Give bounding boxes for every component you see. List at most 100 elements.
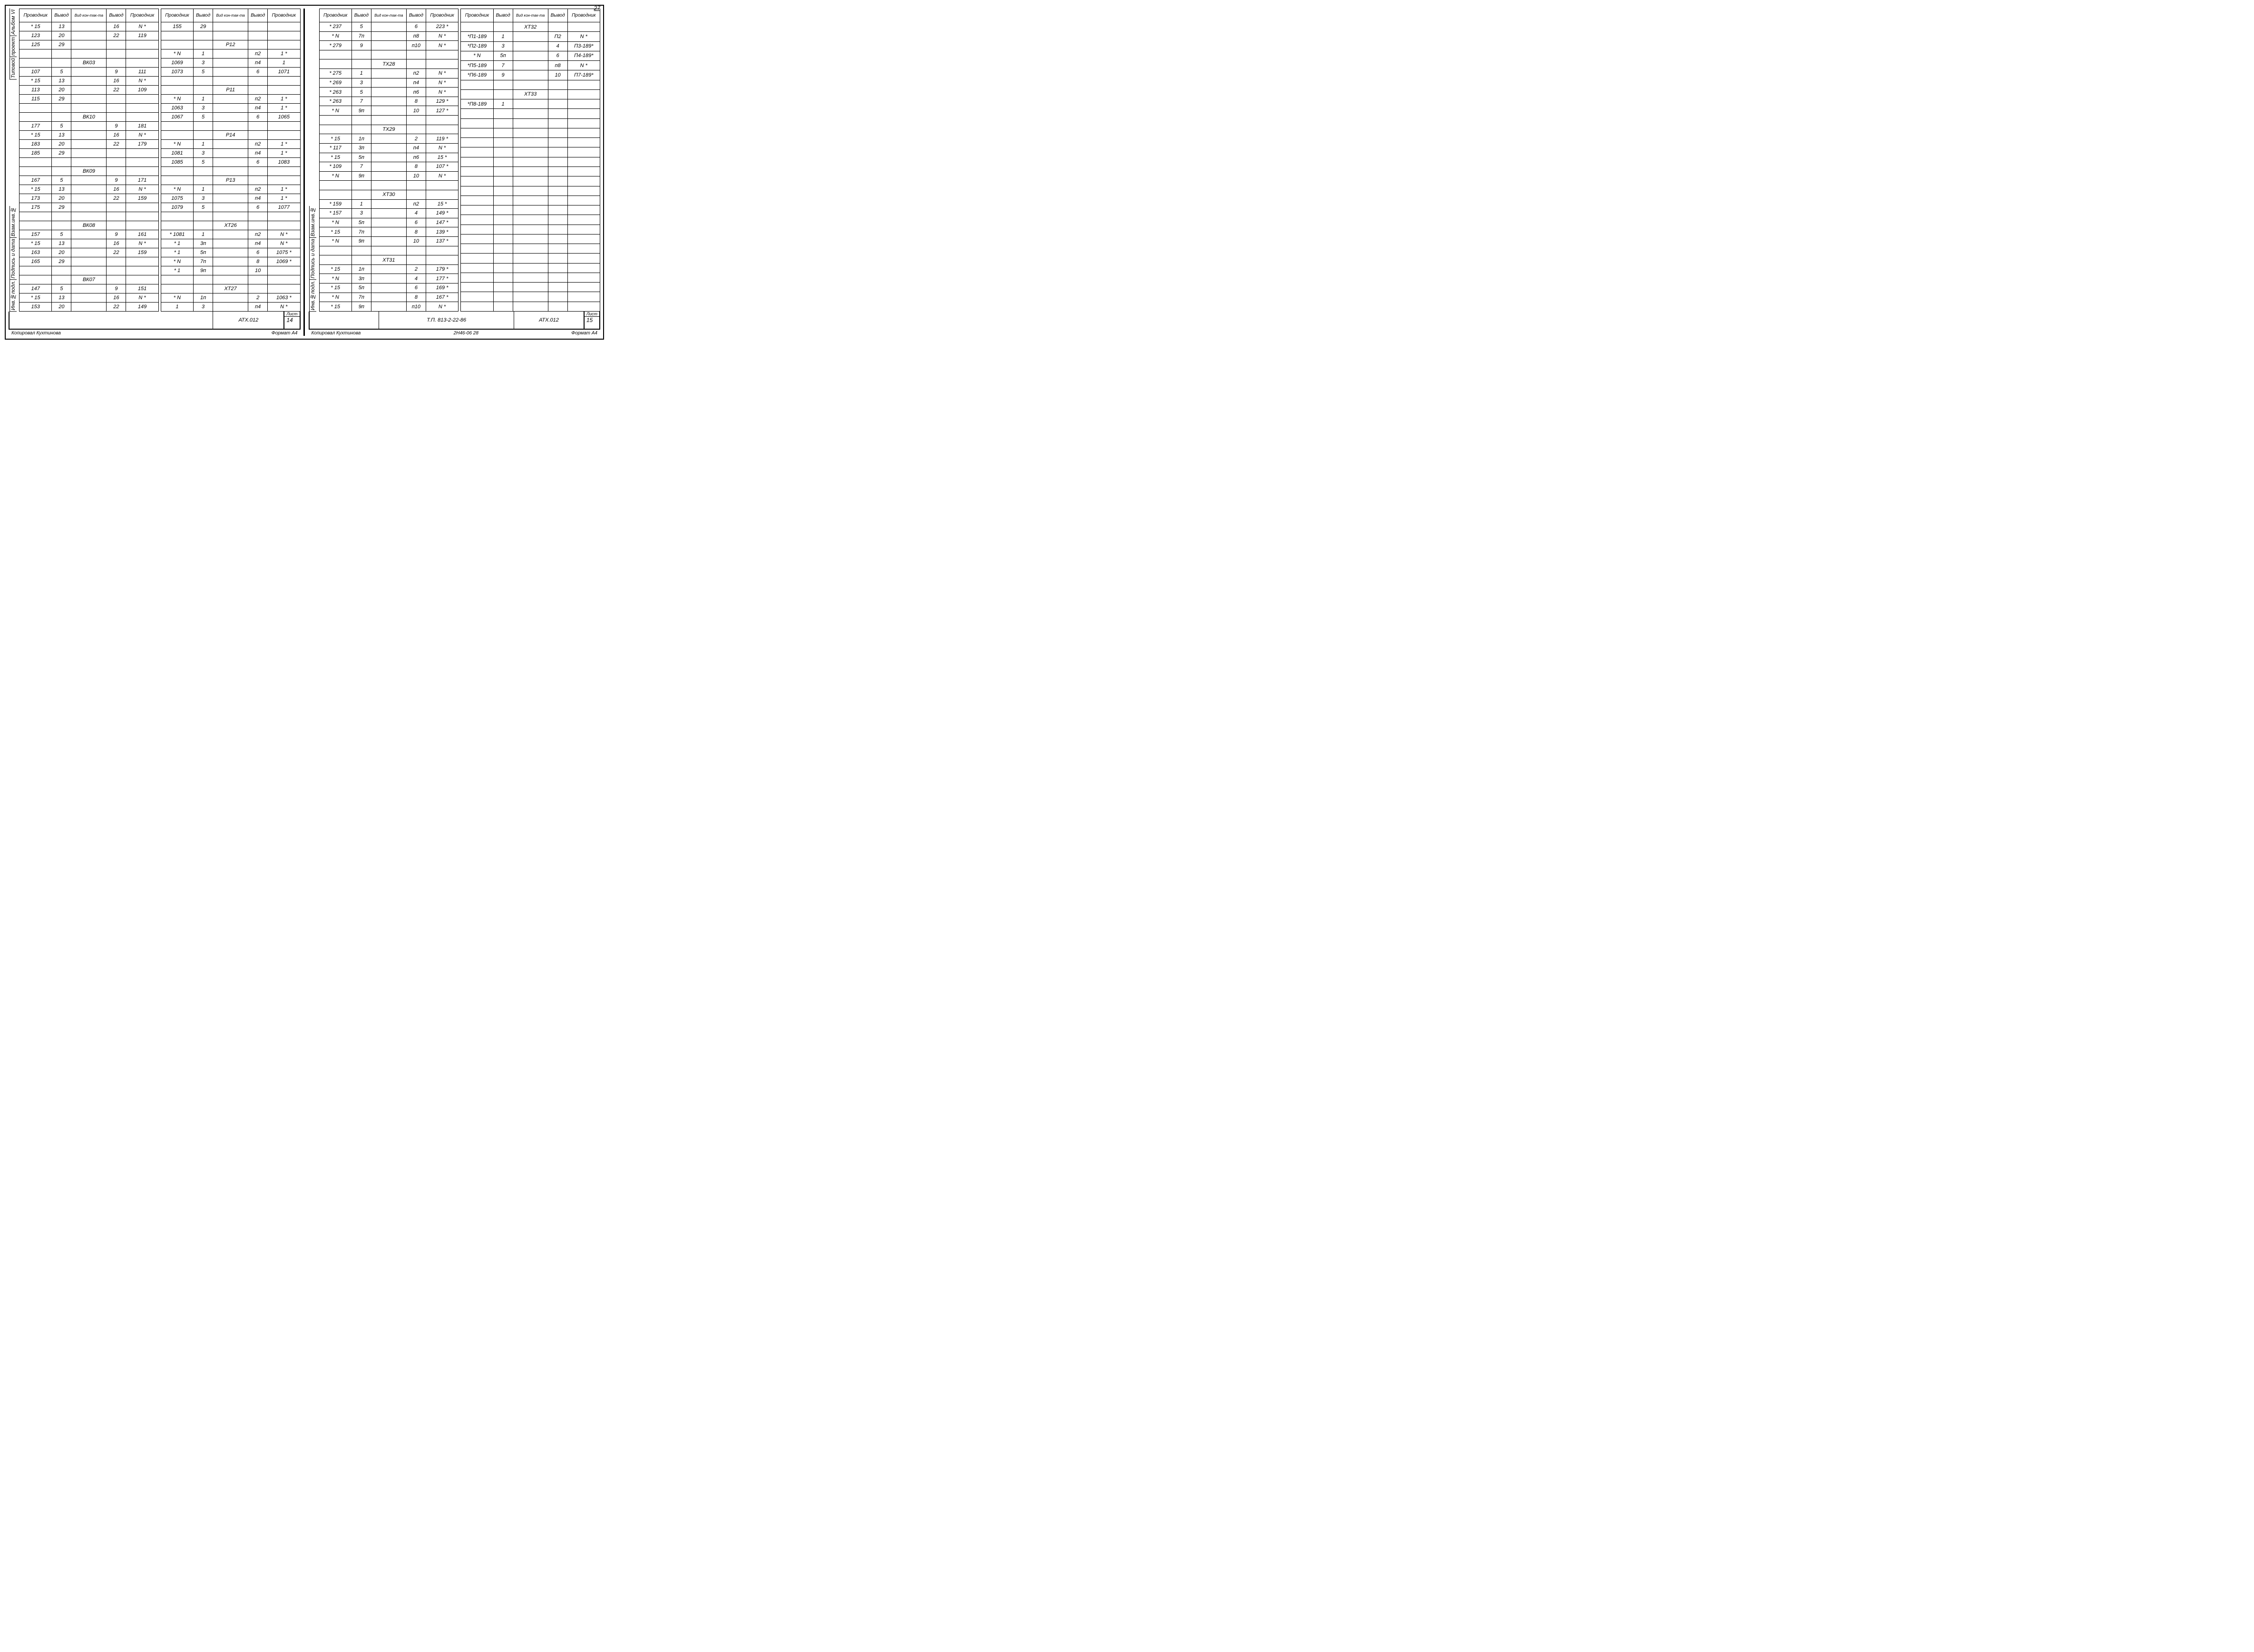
left-table-1: ПроводникВыводВид кон-так-таВыводПроводн… (19, 9, 159, 312)
cell: * 15 (319, 264, 351, 274)
table-row: 16759171 (20, 176, 159, 185)
cell (213, 266, 248, 275)
cell (548, 234, 567, 244)
side-label: проект (10, 36, 17, 57)
cell (493, 166, 513, 176)
cell (71, 212, 107, 221)
cell: П7-189* (567, 70, 600, 80)
cell (248, 122, 268, 131)
cell (461, 254, 493, 263)
cell: 13 (52, 131, 71, 140)
cell (351, 59, 371, 69)
cell (567, 215, 600, 225)
cell: ХТ26 (213, 221, 248, 230)
table-row: * N5п6П4-189* (461, 51, 600, 60)
cell: 8 (406, 97, 426, 106)
cell (567, 273, 600, 282)
cell (567, 263, 600, 273)
table-row: 10693п41 (161, 59, 300, 68)
cell: 1 (493, 99, 513, 109)
table-row: 1132022109 (20, 86, 159, 95)
side-label: Подпись и дата (309, 238, 316, 280)
cell: П4-189* (567, 51, 600, 60)
table-row (461, 215, 600, 225)
cell: 2 (406, 134, 426, 144)
cell: 1 * (268, 194, 300, 203)
table-row: * N1п21 * (161, 185, 300, 194)
cell: 179 (126, 140, 158, 149)
table-row: * 15п61075 * (161, 248, 300, 257)
cell (371, 209, 406, 218)
cell: ТХ28 (371, 59, 406, 69)
table-row: * N9п10137 * (319, 237, 459, 246)
cell: 167 * (426, 293, 458, 302)
cell (52, 104, 71, 113)
cell (107, 40, 126, 49)
cell: * N (161, 49, 193, 59)
cell (548, 109, 567, 118)
table-row (461, 118, 600, 128)
cell (548, 166, 567, 176)
cell: п4 (248, 104, 268, 113)
cell: 9п (351, 237, 371, 246)
cell: N * (426, 78, 458, 88)
table-row: * 2799п10N * (319, 41, 459, 50)
cell: * 15 (319, 227, 351, 237)
cell: 119 * (426, 134, 458, 144)
cell (268, 284, 300, 293)
cell (107, 59, 126, 68)
cell (161, 77, 193, 86)
table-row (20, 104, 159, 113)
cell: 5 (351, 88, 371, 97)
table-row (161, 275, 300, 284)
cell: * 15 (20, 293, 52, 303)
cell: 6 (248, 158, 268, 167)
cell: N * (426, 41, 458, 50)
cell (513, 166, 548, 176)
cell (213, 68, 248, 77)
cell: 13 (52, 22, 71, 31)
cell (213, 194, 248, 203)
cell (213, 22, 248, 31)
table-row: *П5-1897п8N * (461, 61, 600, 70)
cell: 1 (493, 32, 513, 41)
cell (213, 77, 248, 86)
table-row: * 151п2119 * (319, 134, 459, 144)
cell: 10 (406, 237, 426, 246)
cell (371, 171, 406, 181)
cell (493, 234, 513, 244)
cell: 5 (194, 158, 213, 167)
cell: 167 (20, 176, 52, 185)
cell: N * (426, 31, 458, 41)
cell (371, 264, 406, 274)
cell (513, 109, 548, 118)
cell (493, 273, 513, 282)
cell: ХТ31 (371, 255, 406, 265)
cell (513, 138, 548, 147)
cell: 3 (194, 59, 213, 68)
cell (107, 149, 126, 158)
cell: N * (567, 32, 600, 41)
table-row (461, 157, 600, 166)
cell (493, 225, 513, 234)
cell: 6 (248, 248, 268, 257)
cell (126, 104, 158, 113)
table-row: * N7пп8N * (319, 31, 459, 41)
cell (71, 131, 107, 140)
cell (567, 196, 600, 205)
cell: 107 * (426, 162, 458, 172)
cell: 185 (20, 149, 52, 158)
cell: * 279 (319, 41, 351, 50)
format-label: Формат А4 (272, 331, 298, 336)
cell: * 263 (319, 88, 351, 97)
cell (71, 293, 107, 303)
cell (461, 292, 493, 302)
cell: 22 (107, 86, 126, 95)
cell: 5п (351, 153, 371, 162)
cell (107, 275, 126, 284)
cell (461, 138, 493, 147)
cell (248, 40, 268, 49)
cell (52, 113, 71, 122)
cell (567, 283, 600, 292)
cell: * 15 (20, 239, 52, 248)
